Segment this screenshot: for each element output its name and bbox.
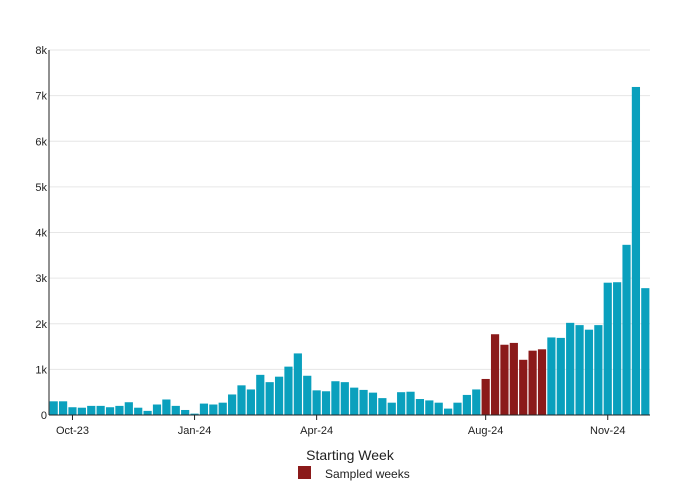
bar-week[interactable] <box>641 288 650 415</box>
bar-week[interactable] <box>105 407 115 415</box>
bar-week[interactable] <box>256 374 265 415</box>
y-tick-label: 8k <box>35 45 47 57</box>
bar-week[interactable] <box>613 282 622 415</box>
bar-week[interactable] <box>340 382 349 415</box>
bar-week[interactable] <box>162 399 171 415</box>
bar-week[interactable] <box>293 353 302 415</box>
bar-week[interactable] <box>603 282 612 415</box>
y-axis-tick-labels: 0 1k 2k 3k 4k 5k 6k 7k 8k <box>35 45 47 422</box>
bar-week[interactable] <box>181 409 190 415</box>
bar-week[interactable] <box>350 387 359 416</box>
bars <box>49 86 650 416</box>
bar-week[interactable] <box>237 385 246 415</box>
bar-week[interactable] <box>321 391 331 415</box>
bar-week[interactable] <box>415 399 425 415</box>
y-tick-label: 2k <box>35 319 47 331</box>
bar-week[interactable] <box>453 402 462 415</box>
bar-sampled-week[interactable] <box>481 378 490 415</box>
bar-sampled-week[interactable] <box>519 359 528 415</box>
bar-week[interactable] <box>397 392 406 415</box>
bar-week[interactable] <box>87 405 96 416</box>
bar-sampled-week[interactable] <box>528 350 537 415</box>
bar-week[interactable] <box>171 405 180 416</box>
x-axis-tick-labels: Oct-23 Jan-24 Apr-24 Aug-24 Nov-24 <box>56 415 625 437</box>
y-tick-label: 0 <box>41 410 47 422</box>
bar-week[interactable] <box>190 413 199 415</box>
axes <box>48 50 650 416</box>
y-tick-label: 1k <box>35 364 47 376</box>
bar-week[interactable] <box>359 389 368 415</box>
bar-week[interactable] <box>584 329 594 415</box>
bar-week[interactable] <box>77 407 86 415</box>
bar-week[interactable] <box>368 392 378 415</box>
x-tick-label: Nov-24 <box>590 425 625 437</box>
bar-week[interactable] <box>303 375 312 415</box>
bar-week[interactable] <box>152 404 162 415</box>
bar-week[interactable] <box>58 401 68 415</box>
x-tick-label: Oct-23 <box>56 425 89 437</box>
bar-week[interactable] <box>218 402 227 415</box>
bar-week[interactable] <box>462 394 471 415</box>
y-tick-label: 3k <box>35 273 47 285</box>
bar-week[interactable] <box>68 407 77 415</box>
bar-week[interactable] <box>387 402 396 415</box>
gridlines <box>49 49 650 370</box>
bar-week[interactable] <box>444 408 453 415</box>
legend[interactable]: Sampled weeks <box>298 466 410 481</box>
bar-week[interactable] <box>96 405 105 416</box>
bar-week[interactable] <box>246 389 255 415</box>
bar-week[interactable] <box>378 398 387 415</box>
bar-week[interactable] <box>143 410 152 415</box>
bar-week[interactable] <box>575 325 584 415</box>
bar-week[interactable] <box>209 404 218 415</box>
bar-week[interactable] <box>199 403 209 415</box>
x-tick-label: Jan-24 <box>178 425 212 437</box>
legend-label-sampled-weeks: Sampled weeks <box>325 467 410 481</box>
bar-week[interactable] <box>556 337 565 415</box>
bar-week[interactable] <box>472 389 481 415</box>
bar-week[interactable] <box>434 402 443 415</box>
bar-sampled-week[interactable] <box>537 349 547 415</box>
bar-sampled-week[interactable] <box>500 344 509 415</box>
bar-week[interactable] <box>284 366 293 415</box>
bar-week[interactable] <box>594 325 603 415</box>
bar-week[interactable] <box>566 322 575 415</box>
bar-week[interactable] <box>312 390 321 415</box>
bar-week[interactable] <box>274 376 284 415</box>
bar-week[interactable] <box>425 400 434 415</box>
bar-week[interactable] <box>406 391 415 415</box>
bar-week[interactable] <box>631 86 641 416</box>
bar-week[interactable] <box>228 394 237 415</box>
bar-week[interactable] <box>49 401 58 415</box>
y-tick-label: 4k <box>35 228 47 240</box>
bar-sampled-week[interactable] <box>509 342 518 415</box>
bar-sampled-week[interactable] <box>490 334 500 415</box>
y-tick-label: 6k <box>35 136 47 148</box>
bar-week[interactable] <box>331 381 340 415</box>
bar-week[interactable] <box>622 244 631 415</box>
x-axis-title: Starting Week <box>306 447 395 463</box>
y-tick-label: 5k <box>35 182 47 194</box>
y-tick-label: 7k <box>35 91 47 103</box>
bar-week[interactable] <box>124 402 133 415</box>
x-tick-label: Apr-24 <box>300 425 333 437</box>
bar-week[interactable] <box>547 337 556 415</box>
legend-swatch-sampled-weeks <box>298 466 311 479</box>
bar-week[interactable] <box>115 405 124 416</box>
bar-week[interactable] <box>134 407 143 415</box>
x-tick-label: Aug-24 <box>468 425 503 437</box>
bar-week[interactable] <box>265 382 274 415</box>
